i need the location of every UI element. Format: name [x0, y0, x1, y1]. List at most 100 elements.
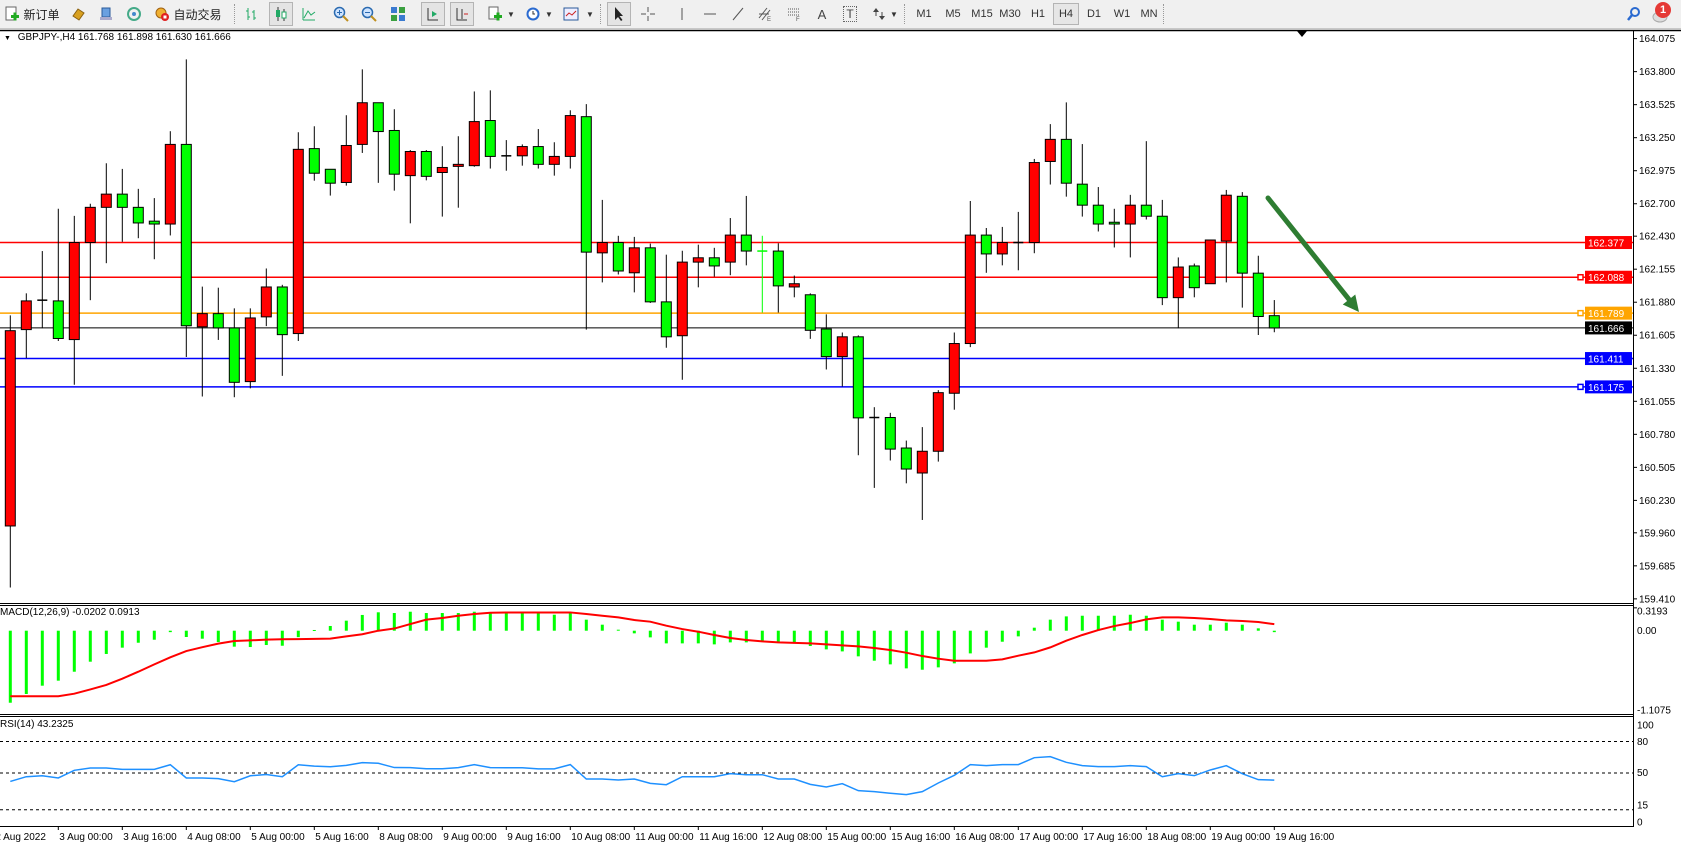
candle	[1028, 158, 1040, 254]
candle-body	[1140, 204, 1152, 217]
data-window-button[interactable]	[94, 2, 118, 26]
horizontal-line-icon	[704, 13, 716, 15]
candle	[1108, 208, 1120, 248]
periodicity-dropdown[interactable]: ▼	[545, 9, 553, 19]
time-axis-label: 3 Aug 16:00	[123, 832, 177, 843]
collapse-triangle-icon[interactable]: ▼	[4, 35, 11, 42]
text-button[interactable]: A	[810, 2, 834, 26]
navigator-button[interactable]	[122, 2, 146, 26]
notifications-button[interactable]: 1	[1650, 2, 1674, 26]
arrows-dropdown[interactable]: ▼	[890, 9, 898, 19]
auto-trading-button[interactable]: 自动交易	[150, 2, 226, 26]
candle	[1204, 239, 1216, 285]
macd-histogram-bar	[1064, 616, 1068, 631]
macd-histogram-bar	[280, 630, 284, 646]
candle	[836, 332, 848, 387]
candle	[804, 293, 816, 339]
zoom-in-button[interactable]	[329, 2, 353, 26]
cursor-button[interactable]	[607, 2, 631, 26]
candle	[212, 287, 224, 340]
time-axis-label: 9 Aug 16:00	[507, 832, 561, 843]
time-axis-label: 15 Aug 00:00	[827, 832, 886, 843]
market-watch-button[interactable]	[66, 2, 90, 26]
bar-chart-button[interactable]	[240, 2, 264, 26]
trendline-button[interactable]	[726, 2, 750, 26]
candle	[788, 275, 800, 298]
chart-shift-icon	[456, 8, 468, 21]
indicators-button[interactable]	[483, 2, 507, 26]
candle	[52, 208, 64, 342]
candle-body	[196, 313, 208, 328]
line-chart-button[interactable]	[297, 2, 321, 26]
indicators-dropdown[interactable]: ▼	[507, 9, 515, 19]
candle	[692, 244, 704, 288]
vertical-line-button[interactable]	[670, 2, 694, 26]
timeframe-d1[interactable]: D1	[1086, 8, 1102, 20]
candle	[676, 250, 688, 380]
tile-windows-button[interactable]	[386, 2, 410, 26]
templates-dropdown[interactable]: ▼	[586, 9, 594, 19]
timeframe-m30[interactable]: M30	[999, 8, 1021, 20]
candle	[996, 226, 1008, 266]
candle-body	[4, 330, 16, 527]
candle-body	[980, 234, 992, 255]
macd-histogram-bar	[184, 630, 188, 638]
bar-chart-icon	[246, 8, 256, 20]
arrows-button[interactable]	[867, 2, 891, 26]
candle	[1013, 211, 1024, 271]
timeframe-m1[interactable]: M1	[916, 8, 932, 20]
macd-histogram-bar	[520, 613, 524, 631]
macd-histogram-bar	[712, 630, 716, 645]
horizontal-line-button[interactable]	[698, 2, 722, 26]
new-order-button[interactable]: 新订单	[2, 2, 62, 26]
candle-body	[788, 283, 800, 288]
level-price-label: 161.789	[1588, 309, 1625, 320]
candle	[1140, 141, 1152, 220]
candle	[708, 247, 720, 277]
search-button[interactable]	[1622, 2, 1646, 26]
fibonacci-button[interactable]: F	[782, 2, 806, 26]
macd-histogram-bar	[1032, 627, 1036, 631]
timeframe-m15[interactable]: M15	[971, 8, 993, 20]
price-axis-label: 160.230	[1639, 496, 1676, 507]
candle	[724, 218, 736, 276]
zoom-out-button[interactable]	[357, 2, 381, 26]
macd-histogram-bar	[40, 630, 44, 686]
macd-histogram-bar	[680, 630, 684, 644]
candle	[308, 126, 320, 181]
chart-shift-marker	[1297, 31, 1307, 37]
timeframe-m5[interactable]: M5	[945, 8, 961, 20]
level-price-tag	[1585, 380, 1632, 394]
equidistant-channel-button[interactable]: E	[753, 2, 777, 26]
time-axis-label: 11 Aug 16:00	[699, 832, 758, 843]
candle	[884, 412, 896, 461]
macd-histogram-bar	[1160, 619, 1164, 631]
periodicity-button[interactable]	[521, 2, 545, 26]
candlestick-chart-button[interactable]	[269, 2, 293, 26]
timeframe-h1[interactable]: H1	[1030, 8, 1046, 20]
timeframe-h4[interactable]: H4	[1053, 3, 1079, 25]
macd-histogram-bar	[824, 630, 828, 650]
auto-scroll-button[interactable]	[421, 2, 445, 26]
crosshair-button[interactable]	[636, 2, 660, 26]
candle-body	[148, 220, 160, 225]
timeframe-mn[interactable]: MN	[1140, 8, 1158, 20]
new-order-label: 新订单	[23, 7, 60, 22]
candle	[420, 150, 432, 181]
candle-body	[1220, 194, 1232, 242]
candle	[660, 254, 672, 348]
toolbar: 新订单 自动交易 ▼ ▼ ▼ E F A T ▼ M1 M5 M15 M30 H1 H4 D…	[0, 0, 1681, 29]
candle-body	[84, 206, 96, 244]
candle	[37, 251, 48, 329]
navigator-icon	[127, 7, 141, 21]
macd-histogram-bar	[744, 630, 748, 643]
chart-shift-button[interactable]	[450, 2, 474, 26]
price-axis-label: 161.605	[1639, 331, 1676, 342]
candle-body	[900, 447, 912, 470]
macd-histogram-bar	[232, 630, 236, 647]
text-label-button[interactable]: T	[838, 2, 862, 26]
candle	[180, 59, 192, 357]
timeframe-w1[interactable]: W1	[1113, 8, 1131, 20]
templates-button[interactable]	[559, 2, 583, 26]
